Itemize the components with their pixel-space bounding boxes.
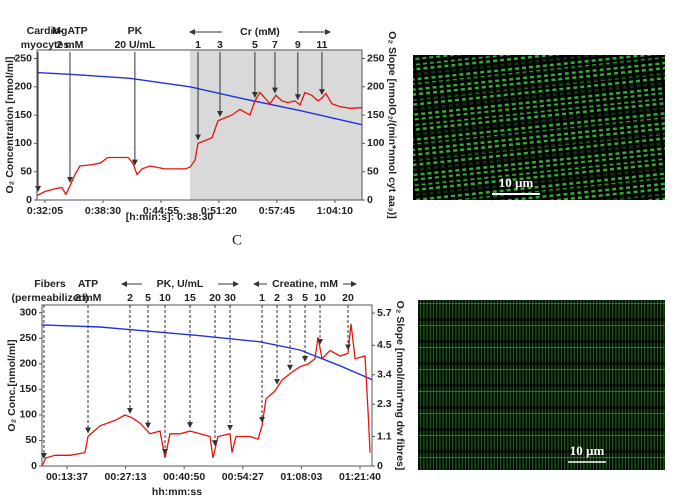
plot-frame — [36, 49, 363, 201]
y2-axis-label: O₂ Slope [nmol/min*mg dw fibres] — [394, 301, 406, 471]
addition-label: 2 — [274, 292, 280, 304]
x-tick-label: 0:51:20 — [201, 205, 237, 217]
addition-label: 11 — [316, 39, 327, 51]
y2-tick-label: 3.4 — [377, 369, 392, 381]
addition-label: 2 mM — [75, 292, 102, 304]
y2-tick-label: 150 — [367, 109, 385, 121]
addition-label: 2 mM — [57, 39, 84, 51]
panel-label: C — [232, 232, 242, 248]
x-axis-label: hh:mm:ss — [152, 486, 202, 498]
y-tick-label: 0 — [26, 194, 32, 206]
group-title-bg — [267, 277, 344, 291]
y2-axis-label: O₂ Slope [nmolO₂/(min*nmol cyt aa₃)] — [386, 31, 398, 218]
y-tick-label: 50 — [20, 165, 32, 177]
series-line — [36, 91, 362, 197]
addition-label: ATP — [78, 278, 98, 290]
addition-label: 3 — [217, 39, 223, 51]
addition-label: 10 — [314, 292, 326, 304]
addition-label: (permeabilized) — [11, 292, 88, 304]
y2-tick-label: 5.7 — [377, 307, 392, 319]
y-axis-label: O₂ Concentration [nmol/ml] — [4, 56, 16, 193]
addition-label: myocytes — [21, 39, 70, 51]
addition-label: 3 — [287, 292, 293, 304]
x-axis-label: [h:min:s]: 0:38:30 — [126, 211, 214, 223]
y-tick-label: 0 — [31, 460, 37, 472]
addition-label: 1 — [195, 39, 201, 51]
y2-tick-label: 0 — [377, 460, 383, 472]
y-tick-label: 150 — [14, 109, 32, 121]
x-tick-label: 0:38:30 — [85, 205, 121, 217]
addition-label: 9 — [295, 39, 301, 51]
addition-label: 5 — [252, 39, 258, 51]
x-tick-label: 00:40:50 — [163, 471, 205, 483]
addition-label: 5 — [145, 292, 151, 304]
y-tick-label: 200 — [14, 81, 32, 93]
y2-tick-label: 200 — [367, 81, 385, 93]
y-tick-label: 100 — [19, 409, 37, 421]
x-tick-label: 01:21:40 — [339, 471, 381, 483]
y2-tick-label: 2.3 — [377, 398, 392, 410]
x-tick-label: 00:13:37 — [46, 471, 88, 483]
y-tick-label: 200 — [19, 358, 37, 370]
addition-label: 20 — [209, 292, 221, 304]
group-title: Cr (mM) — [240, 26, 280, 38]
addition-label: 1 — [259, 292, 265, 304]
addition-label: 7 — [272, 39, 278, 51]
addition-label: MgATP — [52, 25, 87, 37]
x-tick-label: 00:54:27 — [222, 471, 264, 483]
addition-label: 20 — [342, 292, 354, 304]
series-line — [41, 323, 371, 467]
y2-tick-label: 250 — [367, 52, 385, 64]
micrograph-1: 10 µm — [413, 55, 665, 200]
y-tick-label: 100 — [14, 137, 32, 149]
series-line — [41, 324, 373, 381]
y2-tick-label: 50 — [367, 165, 379, 177]
shaded-region — [190, 50, 362, 200]
plot-frame — [41, 304, 373, 467]
group-title-bg — [142, 277, 219, 291]
addition-label: 30 — [224, 292, 236, 304]
x-tick-label: 1:04:10 — [317, 205, 353, 217]
y2-tick-label: 100 — [367, 137, 385, 149]
x-tick-label: 00:27:13 — [105, 471, 147, 483]
x-tick-label: 0:44:55 — [143, 205, 179, 217]
addition-label: 2 — [127, 292, 133, 304]
y-axis-label: O₂ Conc.[nmol/ml] — [6, 339, 18, 431]
y-tick-label: 300 — [19, 306, 37, 318]
y-tick-label: 50 — [25, 434, 37, 446]
y2-tick-label: 1.1 — [377, 430, 392, 442]
x-tick-label: 01:08:03 — [280, 471, 322, 483]
y2-tick-label: 0 — [367, 194, 373, 206]
addition-label: 20 U/mL — [114, 39, 155, 51]
addition-label: Cardio- — [27, 25, 64, 37]
addition-label: 10 — [159, 292, 171, 304]
y-tick-label: 250 — [19, 332, 37, 344]
y2-tick-label: 4.5 — [377, 339, 392, 351]
addition-label: PK — [128, 25, 143, 37]
x-tick-label: 0:57:45 — [259, 205, 295, 217]
y-tick-label: 150 — [19, 383, 37, 395]
group-title-bg — [221, 25, 298, 39]
addition-label: 5 — [302, 292, 308, 304]
x-tick-label: 0:32:05 — [27, 205, 63, 217]
y-tick-label: 250 — [14, 52, 32, 64]
group-title: Creatine, mM — [272, 278, 338, 290]
scale-bar-label: 10 µm — [499, 175, 534, 190]
addition-label: Fibers — [34, 278, 66, 290]
group-title: PK, U/mL — [157, 278, 204, 290]
micrograph-2: 10 µm — [418, 300, 665, 470]
scale-bar-label: 10 µm — [570, 443, 605, 458]
addition-label: 15 — [184, 292, 196, 304]
